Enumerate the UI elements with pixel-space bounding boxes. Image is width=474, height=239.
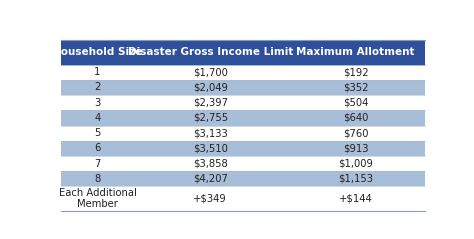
Bar [61,40,134,65]
Bar [134,125,287,141]
Text: $504: $504 [343,98,368,108]
Bar [134,156,287,171]
Text: $1,009: $1,009 [338,159,373,169]
Text: 4: 4 [94,113,100,123]
Text: Maximum Allotment: Maximum Allotment [296,47,415,57]
Text: $2,397: $2,397 [193,98,228,108]
Bar [134,171,287,186]
Bar [287,125,425,141]
Bar [134,40,287,65]
Text: $2,049: $2,049 [193,82,228,92]
Bar [61,186,134,211]
Text: $352: $352 [343,82,368,92]
Text: $1,700: $1,700 [193,67,228,77]
Text: $192: $192 [343,67,368,77]
Text: 8: 8 [94,174,100,184]
Text: +$349: +$349 [193,194,227,204]
Text: Household Size: Household Size [52,47,143,57]
Bar [134,110,287,125]
Text: $913: $913 [343,143,368,153]
Text: $3,133: $3,133 [193,128,228,138]
Text: 7: 7 [94,159,100,169]
Bar [61,65,134,80]
Text: $2,755: $2,755 [192,113,228,123]
Bar [287,171,425,186]
Bar [287,95,425,110]
Bar [287,186,425,211]
Bar [61,95,134,110]
Bar [287,141,425,156]
Bar [61,141,134,156]
Text: 1: 1 [94,67,100,77]
Bar [134,80,287,95]
Bar [61,156,134,171]
Bar [287,80,425,95]
Text: 6: 6 [94,143,100,153]
Text: $3,858: $3,858 [193,159,228,169]
Bar [61,110,134,125]
Bar [287,156,425,171]
Text: $4,207: $4,207 [193,174,228,184]
Bar [134,95,287,110]
Text: 3: 3 [94,98,100,108]
Bar [61,125,134,141]
Text: 2: 2 [94,82,100,92]
Bar [287,110,425,125]
Text: 5: 5 [94,128,100,138]
Text: $760: $760 [343,128,368,138]
Text: Each Additional
Member: Each Additional Member [58,188,137,209]
Bar [61,171,134,186]
Text: $1,153: $1,153 [338,174,373,184]
Bar [61,80,134,95]
Text: Disaster Gross Income Limit: Disaster Gross Income Limit [128,47,293,57]
Bar [134,186,287,211]
Bar [287,40,425,65]
Text: $640: $640 [343,113,368,123]
Bar [134,141,287,156]
Bar [287,65,425,80]
Bar [134,65,287,80]
Text: +$144: +$144 [339,194,373,204]
Text: $3,510: $3,510 [193,143,228,153]
